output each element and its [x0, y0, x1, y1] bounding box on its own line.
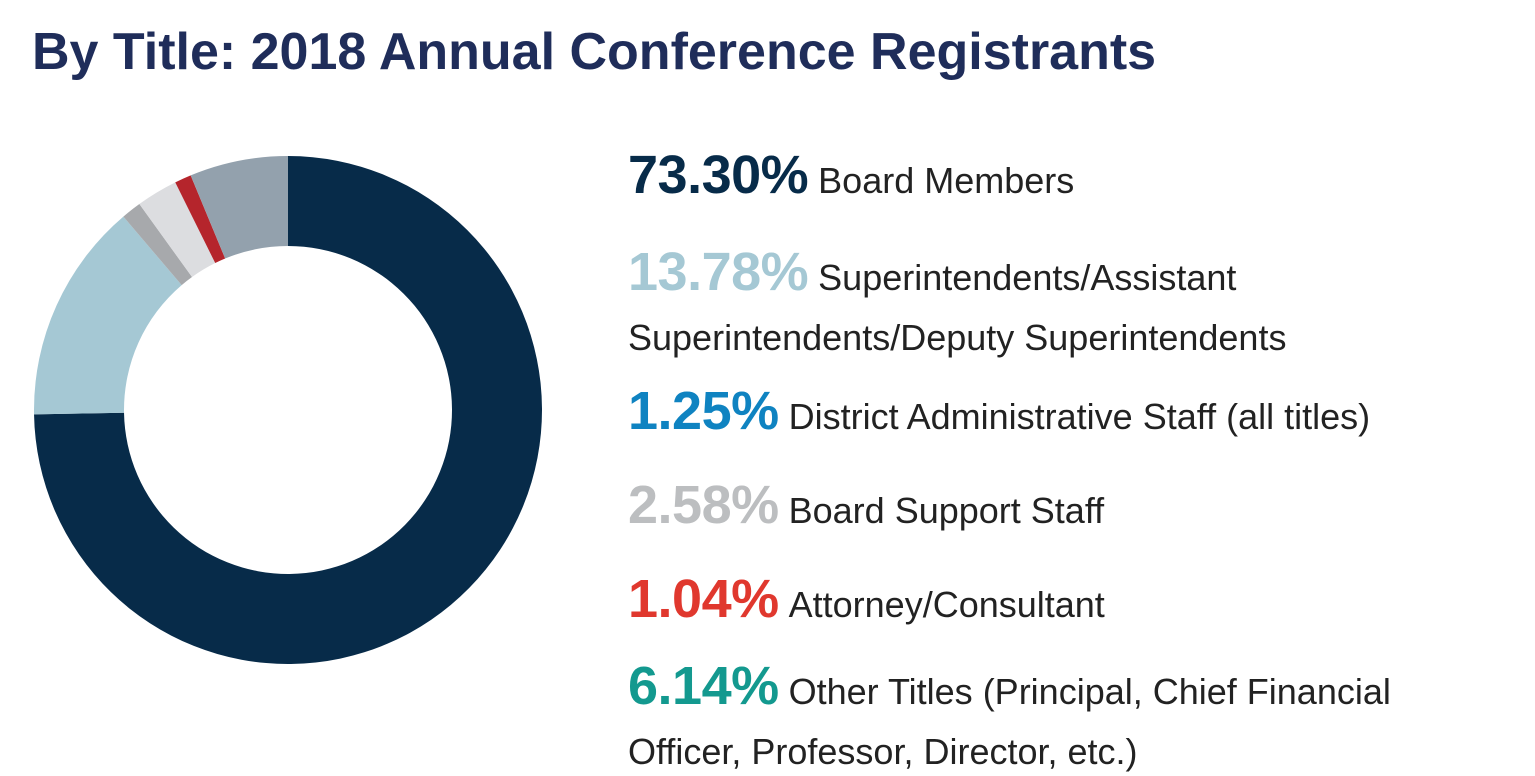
legend-percent: 73.30%: [628, 145, 809, 205]
legend-percent: 1.04%: [628, 569, 779, 629]
donut-slice-other-titles: [190, 156, 288, 259]
legend-percent: 2.58%: [628, 475, 779, 535]
donut-slice-superintendents: [34, 216, 182, 415]
page-title: By Title: 2018 Annual Conference Registr…: [32, 23, 1157, 81]
donut-slice-district-admin-staff: [123, 204, 193, 286]
legend-label: Other Titles (Principal, Chief Financial…: [628, 671, 1391, 772]
legend-label: Board Members: [818, 160, 1075, 201]
donut-slice-attorney-consultant: [175, 175, 226, 264]
legend-label: Board Support Staff: [788, 490, 1105, 531]
legend-label: Superintendents/Assistant Superintendent…: [628, 257, 1287, 358]
legend-item-board-support-staff: 2.58% Board Support Staff: [628, 470, 1104, 554]
donut-chart: [34, 156, 543, 664]
legend-item-other-titles: 6.14% Other Titles (Principal, Chief Fina…: [628, 659, 1508, 776]
legend-item-board-members: 73.30% Board Members: [628, 140, 1074, 224]
legend-item-district-admin-staff: 1.25% District Administrative Staff (all …: [628, 376, 1370, 460]
legend-percent: 1.25%: [628, 381, 779, 441]
legend-label: Attorney/Consultant: [788, 584, 1105, 625]
donut-slice-board-members: [34, 156, 543, 664]
legend-item-attorney-consultant: 1.04% Attorney/Consultant: [628, 564, 1105, 648]
legend-item-superintendents: 13.78% Superintendents/Assistant Superint…: [628, 245, 1508, 372]
legend-percent: 6.14%: [628, 656, 779, 716]
legend-label: District Administrative Staff (all title…: [788, 396, 1371, 437]
legend-percent: 13.78%: [628, 242, 809, 302]
donut-slice-board-support-staff: [139, 182, 216, 278]
